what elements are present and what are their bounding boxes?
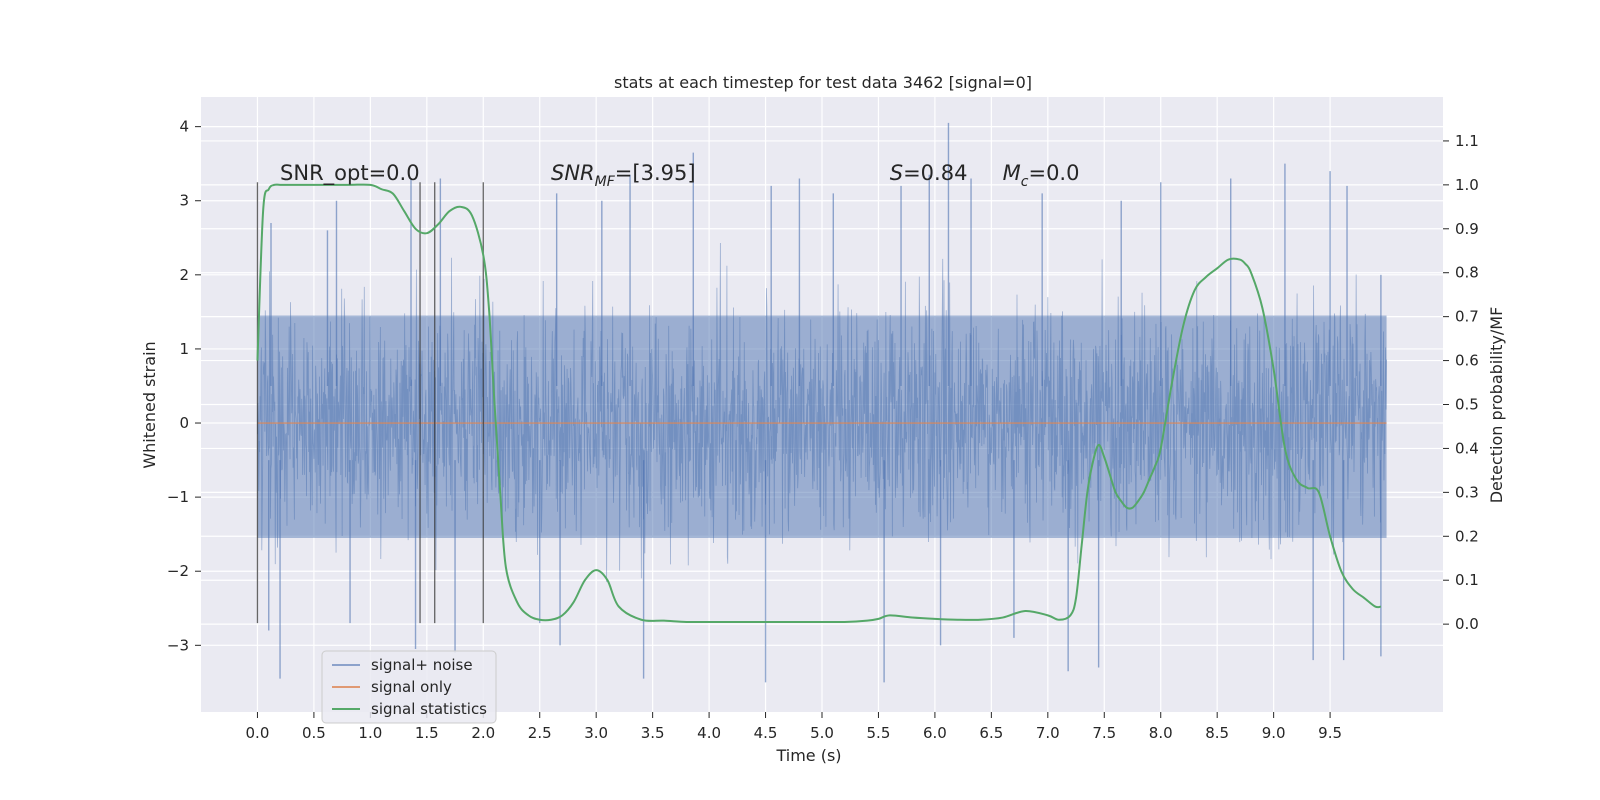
x-tick-label: 9.0 [1262,724,1286,742]
y-left-tick-label: −2 [167,562,189,580]
y-right-tick-label: 1.1 [1455,132,1479,150]
x-tick-label: 7.0 [1036,724,1060,742]
y-right-tick-label: 0.9 [1455,220,1479,238]
x-tick-label: 7.5 [1092,724,1116,742]
x-tick-label: 4.0 [697,724,721,742]
y-axis-left-label: Whitened strain [140,341,159,468]
x-tick-label: 9.5 [1318,724,1342,742]
annotations: SNR_opt=0.0 SNRMF=[3.95] S=0.84 Mc=0.0 [280,161,1079,190]
legend: signal+ noise signal only signal statist… [321,650,497,724]
chart-title: stats at each timestep for test data 346… [614,73,1032,92]
x-axis-label: Time (s) [775,746,841,765]
legend-label-signal-only: signal only [371,678,452,696]
y-right-tick-label: 0.3 [1455,483,1479,501]
y-right-tick-label: 1.0 [1455,176,1479,194]
y-right-tick-label: 0.1 [1455,571,1479,589]
x-tick-label: 1.5 [415,724,439,742]
x-tick-label: 6.5 [979,724,1003,742]
legend-label-signal-statistics: signal statistics [371,700,487,718]
x-tick-label: 5.5 [867,724,891,742]
annotation-text: S=0.84 [890,161,968,185]
y-right-tick-label: 0.8 [1455,264,1479,282]
y-axis-right-ticks: 1.1 1.0 0.9 0.8 0.7 0.6 0.5 0.4 0.3 0.2 0.1 0.0 [1443,132,1479,633]
legend-label-signal-noise: signal+ noise [371,656,473,674]
x-tick-label: 3.0 [584,724,608,742]
annotation-text: SNRMF=[3.95] [551,161,696,190]
y-right-tick-label: 0.0 [1455,615,1479,633]
y-left-tick-label: 1 [179,340,189,358]
x-tick-label: 3.5 [641,724,665,742]
y-right-tick-label: 0.7 [1455,308,1479,326]
y-right-tick-label: 0.6 [1455,352,1479,370]
y-left-tick-label: 3 [179,192,189,210]
y-left-tick-label: 4 [179,118,189,136]
y-left-tick-label: −3 [167,636,189,654]
x-axis-ticks: 0.0 0.5 1.0 1.5 2.0 2.5 3.0 3.5 4.0 4.5 5.0 5.5 6.0 6… [246,712,1342,742]
y-axis-left-ticks: 4 3 2 1 0 −1 −2 −3 [167,118,201,654]
x-tick-label: 1.0 [358,724,382,742]
x-tick-label: 5.0 [810,724,834,742]
y-right-tick-label: 0.5 [1455,396,1479,414]
x-tick-label: 2.5 [528,724,552,742]
x-tick-label: 2.0 [471,724,495,742]
x-tick-label: 4.5 [754,724,778,742]
x-tick-label: 8.0 [1149,724,1173,742]
series-signal-noise [257,122,1387,683]
annotation-text: Mc=0.0 [1003,161,1080,190]
annotation-text: SNR_opt=0.0 [280,161,420,186]
series-signal-statistics [256,183,1382,624]
x-tick-label: 6.0 [923,724,947,742]
y-left-tick-label: −1 [167,488,189,506]
y-right-tick-label: 0.4 [1455,439,1479,457]
noise-trace [257,242,1387,582]
signal-statistics-line [256,183,1382,624]
y-right-tick-label: 0.2 [1455,527,1479,545]
x-tick-label: 0.5 [302,724,326,742]
x-tick-label: 8.5 [1205,724,1229,742]
y-left-tick-label: 2 [179,266,189,284]
y-left-tick-label: 0 [179,414,189,432]
y-axis-right-label: Detection probability/MF [1487,307,1506,504]
x-tick-label: 0.0 [246,724,270,742]
